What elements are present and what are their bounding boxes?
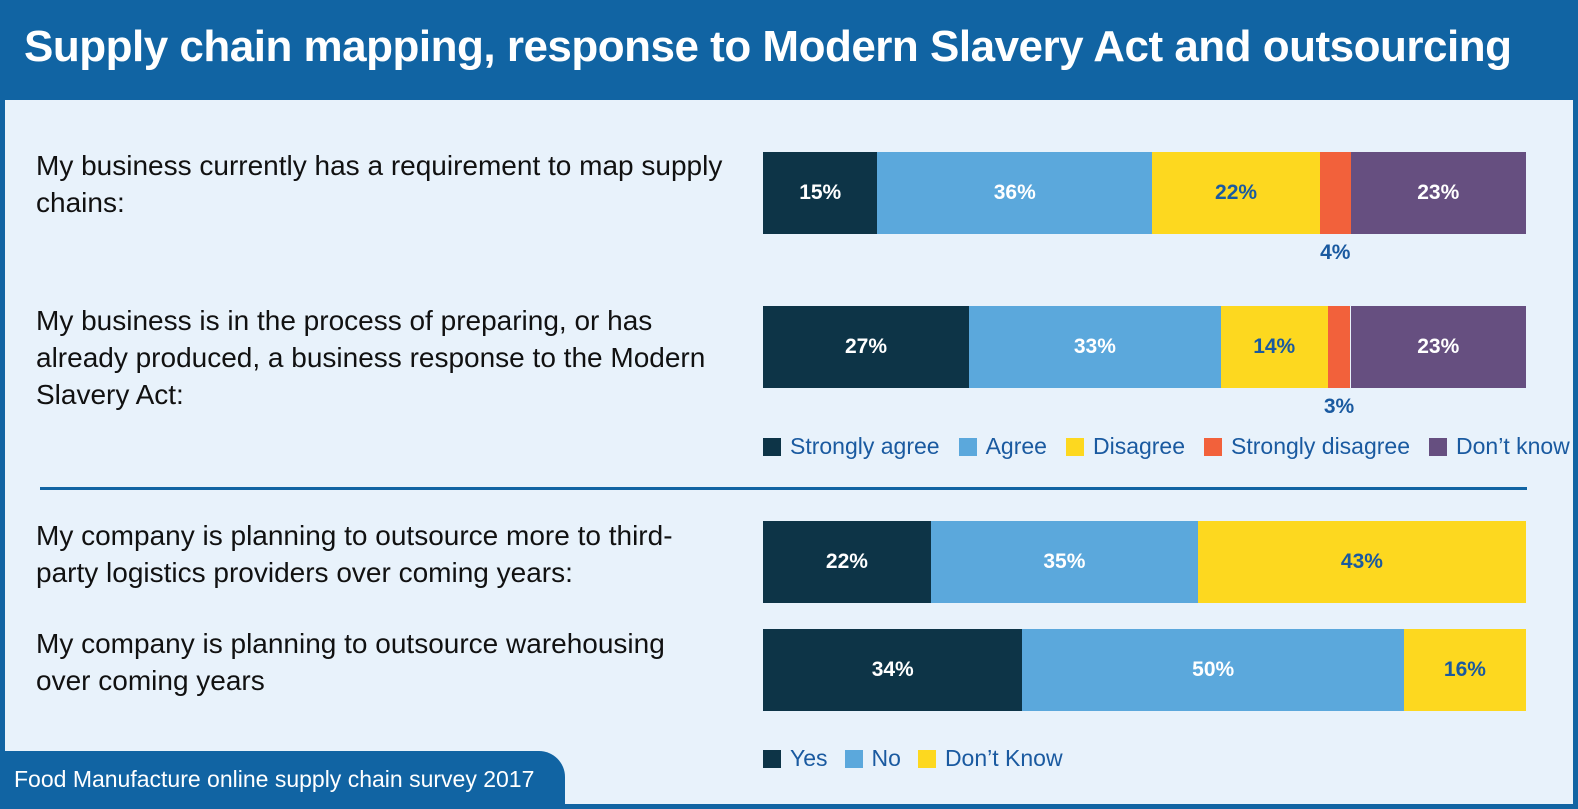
legend-item-disagree: Disagree (1065, 433, 1186, 460)
stacked-bar-outsource-logistics: 22% 35% 43% (763, 521, 1526, 603)
question-label-outsource-logistics: My company is planning to outsource more… (36, 520, 673, 588)
legend-item-agree: Agree (958, 433, 1047, 460)
title-band: Supply chain mapping, response to Modern… (0, 0, 1578, 100)
data-label: 50% (1192, 658, 1235, 681)
stacked-bar-outsource-warehousing: 34% 50% 16% (763, 629, 1526, 711)
data-label: 22% (1215, 181, 1258, 204)
section-divider (40, 487, 1527, 490)
bar-segment-don-t-know: 43% (1197, 521, 1526, 603)
bar-segment-yes: 22% (763, 521, 931, 603)
data-label: 16% (1443, 658, 1486, 681)
bar-segment-strongly-disagree (1327, 306, 1351, 388)
data-label: 33% (1073, 335, 1116, 358)
data-label: 23% (1417, 335, 1460, 358)
question-label-modern-slavery-act: My business is in the process of prepari… (36, 305, 706, 410)
data-label: 3% (1323, 395, 1355, 418)
bar-segment-yes: 34% (763, 629, 1023, 711)
legend-label: Strongly agree (790, 433, 940, 459)
bar-segment-no: 50% (1022, 629, 1404, 711)
data-label: 35% (1043, 550, 1086, 573)
data-label: 27% (844, 335, 888, 358)
legend-item-don-t-know: Don’t know (1429, 433, 1570, 460)
legend-label: Yes (790, 745, 828, 771)
legend-item-strongly-agree: Strongly agree (763, 433, 940, 460)
stacked-bar-supply-chain-mapping: 15% 36% 22% 4% 23% (763, 152, 1526, 264)
legend-label: Disagree (1092, 433, 1186, 459)
data-label: 22% (825, 550, 868, 573)
bar-segment-disagree: 14% (1220, 306, 1328, 388)
data-label: 36% (993, 181, 1036, 204)
data-label: 14% (1253, 335, 1296, 358)
legend-label: No (871, 745, 901, 771)
legend-label: Strongly disagree (1231, 433, 1411, 459)
legend-item-strongly-disagree: Strongly disagree (1204, 433, 1410, 460)
data-label: 23% (1417, 181, 1460, 204)
data-label: 34% (871, 658, 914, 681)
bar-segment-strongly-disagree (1319, 152, 1351, 234)
legend-label: Agree (985, 433, 1047, 459)
legend-swatch (917, 749, 936, 768)
legend-item-yes: Yes (763, 745, 828, 772)
chart-title: Supply chain mapping, response to Modern… (24, 22, 1512, 71)
legend-swatch (1204, 437, 1223, 456)
source-tab: Food Manufacture online supply chain sur… (0, 751, 565, 809)
bar-segment-don-t-know: 16% (1403, 629, 1526, 711)
question-label-outsource-warehousing: My company is planning to outsource ware… (36, 628, 665, 696)
legend-swatch (958, 437, 977, 456)
legend-item-don-t-know: Don’t Know (917, 745, 1063, 772)
legend-agreement: Strongly agree Agree Disagree Strongly disa… (763, 433, 1570, 460)
source-text: Food Manufacture online supply chain sur… (14, 766, 535, 792)
bar-segment-agree: 36% (877, 152, 1153, 234)
bar-segment-don-t-know: 23% (1350, 306, 1526, 388)
bar-segment-agree: 33% (969, 306, 1221, 388)
legend-label: Don’t know (1456, 433, 1570, 459)
legend-swatch (1065, 437, 1084, 456)
bar-segment-don-t-know: 23% (1350, 152, 1526, 234)
bar-segment-strongly-agree: 15% (763, 152, 878, 234)
legend-swatch (1429, 437, 1448, 456)
stacked-bar-modern-slavery-act: 27% 33% 14% 3% 23% (763, 306, 1526, 418)
data-label: 43% (1340, 550, 1383, 573)
legend-swatch (763, 437, 781, 456)
legend-item-no: No (844, 745, 901, 772)
legend-label: Don’t Know (944, 745, 1063, 771)
bar-segment-strongly-agree: 27% (763, 306, 969, 388)
question-label-supply-chain-mapping: My business currently has a requirement … (36, 150, 723, 218)
legend-yes-no: Yes No Don’t Know (763, 745, 1063, 772)
legend-swatch (763, 749, 781, 768)
bar-segment-disagree: 22% (1152, 152, 1320, 234)
bar-segment-no: 35% (930, 521, 1198, 603)
data-label: 4% (1320, 241, 1351, 264)
data-label: 15% (799, 181, 842, 204)
legend-swatch (844, 749, 863, 768)
